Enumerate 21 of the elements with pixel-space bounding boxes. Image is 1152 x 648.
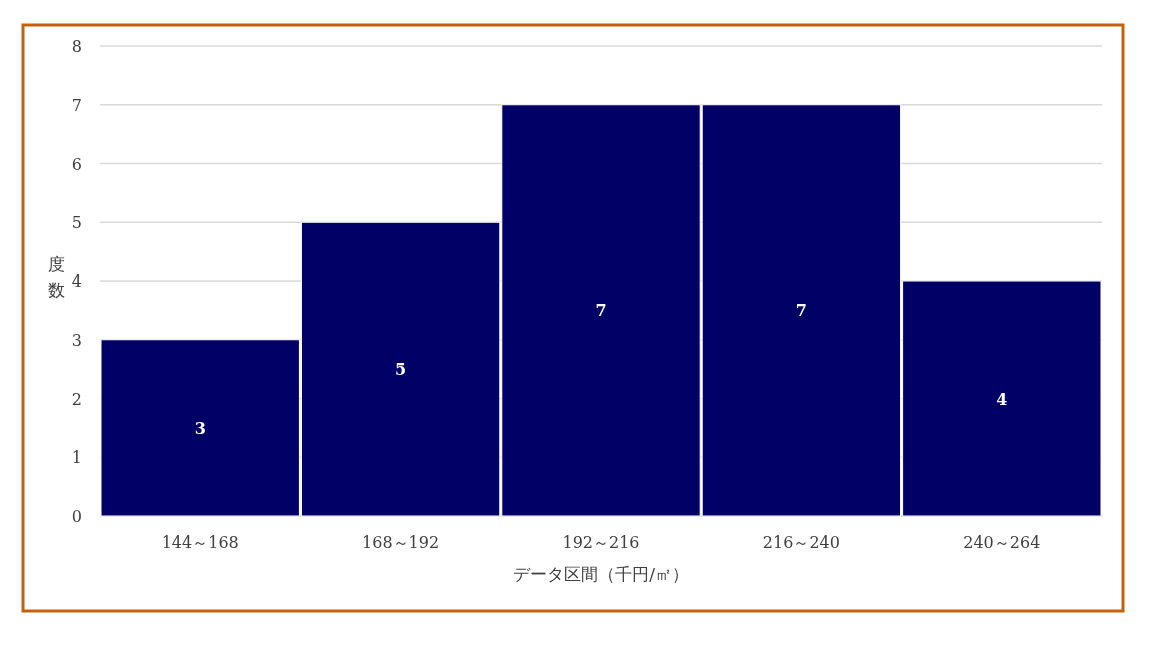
y-tick-label: 6	[71, 154, 82, 174]
y-tick-label: 8	[71, 37, 82, 56]
y-tick-label: 5	[71, 213, 82, 233]
data-label: 7	[795, 301, 807, 321]
y-tick-label: 2	[71, 389, 82, 409]
data-label: 5	[395, 360, 407, 380]
x-tick-label: 144～168	[161, 533, 239, 552]
y-tick-label: 3	[71, 330, 82, 350]
data-label: 7	[595, 301, 607, 321]
y-tick-label: 4	[71, 272, 82, 291]
x-tick-label: 192～216	[562, 533, 640, 552]
y-tick-label: 0	[71, 507, 82, 526]
x-tick-label: 216～240	[762, 533, 840, 552]
y-tick-label: 7	[71, 95, 82, 115]
y-tick-label: 1	[71, 448, 82, 468]
x-tick-label: 168～192	[362, 533, 440, 552]
x-tick-label: 240～264	[963, 533, 1041, 552]
y-axis-title: 度数	[47, 254, 65, 300]
x-axis-title: データ区間（千円/㎡）	[513, 564, 689, 584]
data-label: 4	[996, 389, 1008, 409]
data-label: 3	[194, 418, 206, 438]
